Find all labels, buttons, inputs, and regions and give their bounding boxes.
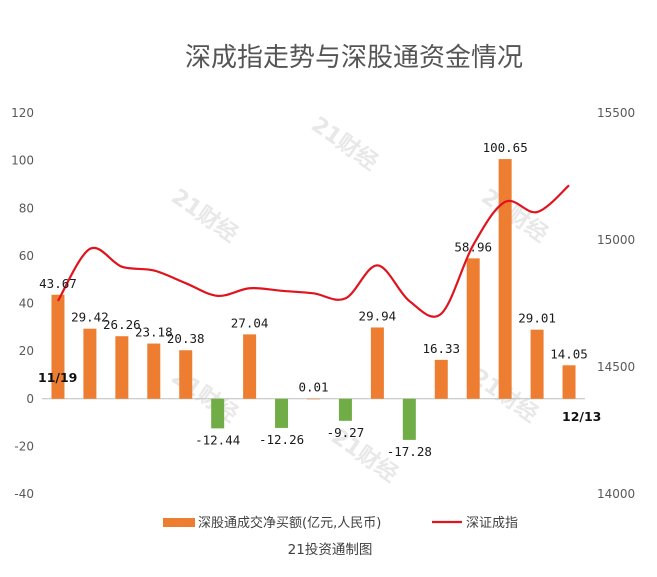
legend-line-label: 深证成指	[466, 516, 518, 531]
bar	[307, 398, 320, 400]
bar-data-label: 0.01	[298, 380, 328, 395]
bar	[498, 159, 512, 399]
left-tick-label: -20	[14, 439, 34, 453]
right-tick-label: 15500	[597, 106, 635, 120]
bar	[562, 365, 576, 399]
left-tick-label: 120	[11, 106, 34, 120]
left-tick-label: 80	[19, 201, 34, 215]
bar	[83, 328, 97, 399]
bar	[402, 398, 416, 440]
left-tick-label: 20	[19, 344, 34, 358]
left-tick-label: 40	[19, 297, 34, 311]
left-tick-label: 60	[19, 249, 34, 263]
bar	[275, 398, 289, 428]
bar	[370, 327, 384, 399]
annotation-end-date: 12/13	[562, 409, 601, 424]
bar	[147, 343, 161, 399]
left-tick-label: -40	[14, 487, 34, 501]
bar-data-label: 29.42	[71, 310, 109, 325]
bar-data-label: -12.44	[195, 432, 240, 447]
bar	[530, 329, 544, 399]
watermark-text: 21财经	[167, 364, 243, 428]
right-tick-label: 14000	[597, 487, 635, 501]
bar	[115, 336, 129, 399]
chart-title: 深成指走势与深股通资金情况	[185, 43, 523, 73]
watermark-text: 21财经	[307, 112, 383, 176]
bar-data-label: 23.18	[135, 325, 173, 340]
bar	[466, 258, 480, 399]
legend-bar-label: 深股通成交净买额(亿元,人民币)	[198, 515, 381, 531]
left-tick-label: 100	[11, 154, 34, 168]
bar	[434, 359, 448, 399]
bar-data-label: 29.94	[359, 308, 397, 323]
bar	[51, 294, 65, 399]
annotation-start-date: 11/19	[38, 370, 77, 385]
right-tick-label: 15000	[597, 233, 635, 247]
legend: 深股通成交净买额(亿元,人民币) 深证成指	[163, 515, 518, 531]
bar	[338, 398, 352, 421]
watermark-text: 21财经	[167, 184, 243, 248]
bar-data-label: 58.96	[454, 239, 492, 254]
bar	[179, 350, 193, 399]
bar-data-label: 29.01	[518, 311, 556, 326]
bar-data-label: 16.33	[422, 341, 460, 356]
bar-data-label: 27.04	[231, 315, 269, 330]
bar-data-label: 20.38	[167, 331, 205, 346]
left-axis: 120 100 80 60 40 20 0 -20 -40	[11, 106, 34, 501]
bar-data-label: 43.67	[39, 276, 77, 291]
legend-bar-swatch	[163, 518, 195, 527]
right-tick-label: 14500	[597, 360, 635, 374]
bar	[211, 398, 225, 429]
bar-series	[51, 159, 576, 440]
bar-data-label: -12.26	[259, 432, 304, 447]
left-tick-label: 0	[26, 392, 34, 406]
bar-data-label: 26.26	[103, 317, 141, 332]
bar	[243, 334, 257, 399]
chart-credit: 21投资通制图	[288, 542, 373, 558]
bar-data-label: 14.05	[550, 346, 588, 361]
watermark-text: 21财经	[477, 184, 553, 248]
bar-data-label: 100.65	[483, 140, 528, 155]
line-series-path	[57, 184, 570, 318]
bar-data-label: -17.28	[387, 444, 432, 459]
right-axis: 15500 15000 14500 14000	[597, 106, 635, 501]
bar-data-label: -9.27	[327, 425, 365, 440]
